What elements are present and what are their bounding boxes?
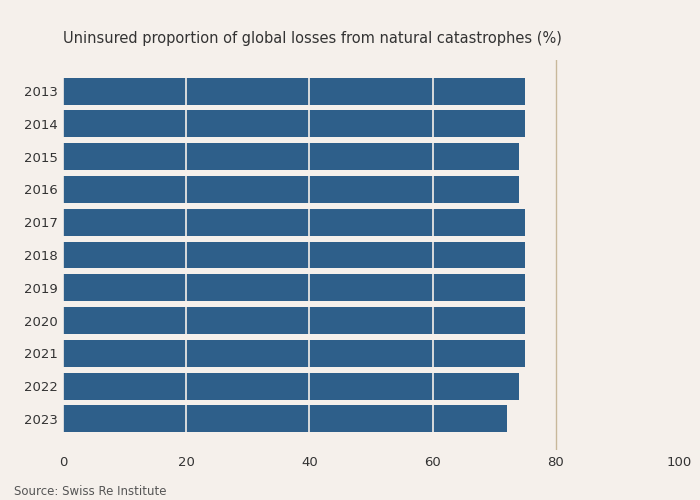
Bar [63,340,525,366]
Bar [63,110,525,138]
Text: Uninsured proportion of global losses from natural catastrophes (%): Uninsured proportion of global losses fr… [63,32,562,46]
Bar [63,209,525,236]
Bar [63,372,519,400]
Bar [63,176,519,203]
Bar [63,144,519,170]
Bar [63,78,525,104]
Bar [63,242,525,268]
Bar [63,307,525,334]
Bar [63,406,507,432]
Bar [63,274,525,301]
Text: Source: Swiss Re Institute: Source: Swiss Re Institute [14,485,167,498]
